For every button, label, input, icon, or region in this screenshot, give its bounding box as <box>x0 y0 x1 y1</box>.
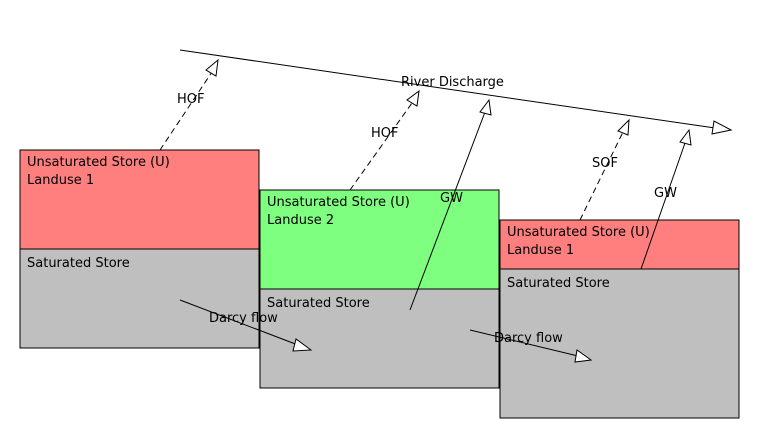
sof-label-3: SOF <box>592 156 618 171</box>
saturated-store-3 <box>499 268 740 419</box>
column-3: Unsaturated Store (U) Landuse 1 Saturate… <box>499 219 740 419</box>
gw-arrow-3 <box>640 142 686 270</box>
darcy-arrowhead-2 <box>574 349 593 363</box>
gw-label-2: GW <box>440 191 463 206</box>
hof-arrowhead-1 <box>205 58 219 77</box>
gw-arrowhead-2 <box>479 98 492 116</box>
unsaturated-store-3-landuse: Landuse 1 <box>507 243 574 258</box>
unsaturated-store-2-title: Unsaturated Store (U) <box>267 195 410 210</box>
river-discharge-arrowhead <box>711 120 733 135</box>
hof-label-1: HOF <box>177 92 205 107</box>
river-discharge-label: River Discharge <box>401 75 504 90</box>
hof-arrow-2 <box>349 102 413 191</box>
hof-arrowhead-2 <box>406 89 420 107</box>
column-2: Unsaturated Store (U) Landuse 2 Saturate… <box>259 189 500 389</box>
saturated-store-3-title: Saturated Store <box>507 276 610 291</box>
saturated-store-2 <box>259 288 500 389</box>
darcy-arrow-2 <box>469 329 579 357</box>
column-1: Unsaturated Store (U) Landuse 1 Saturate… <box>19 149 260 349</box>
unsaturated-store-2 <box>259 189 500 290</box>
saturated-store-2-title: Saturated Store <box>267 296 370 311</box>
unsaturated-store-1-landuse: Landuse 1 <box>27 173 94 188</box>
sof-arrowhead-3 <box>617 118 630 136</box>
darcy-arrowhead-1 <box>292 338 313 352</box>
darcy-label-2: Darcy flow <box>494 331 563 346</box>
hof-arrow-1 <box>159 71 213 151</box>
river-discharge-line <box>179 49 716 129</box>
gw-arrow-2 <box>409 111 486 311</box>
hof-label-2: HOF <box>371 126 399 141</box>
saturated-store-1 <box>19 248 260 349</box>
darcy-arrow-1 <box>179 299 299 346</box>
darcy-label-1: Darcy flow <box>209 311 278 326</box>
unsaturated-store-3-title: Unsaturated Store (U) <box>507 225 650 240</box>
sof-arrow-3 <box>579 131 624 221</box>
gw-label-3: GW <box>654 186 677 201</box>
gw-arrowhead-3 <box>679 128 692 146</box>
saturated-store-1-title: Saturated Store <box>27 256 130 271</box>
unsaturated-store-1-title: Unsaturated Store (U) <box>27 155 170 170</box>
unsaturated-store-3 <box>499 219 740 270</box>
unsaturated-store-2-landuse: Landuse 2 <box>267 213 334 228</box>
